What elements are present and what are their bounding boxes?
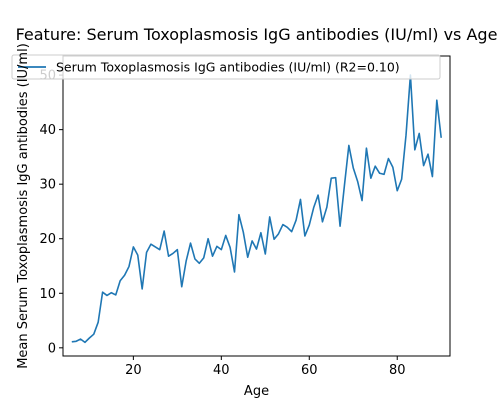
y-tick-label: 40 — [39, 123, 56, 138]
y-tick-label: 20 — [39, 232, 56, 247]
legend: Serum Toxoplasmosis IgG antibodies (IU/m… — [11, 54, 441, 80]
y-tick-label: 10 — [39, 287, 56, 302]
x-axis: 20 40 60 80 — [125, 356, 406, 378]
x-tick-label: 20 — [125, 363, 142, 378]
y-tick-label: 30 — [39, 178, 56, 193]
x-tick-label: 40 — [213, 363, 230, 378]
x-axis-label: Age — [244, 384, 269, 399]
series-line — [71, 74, 442, 344]
series-layer — [71, 74, 442, 344]
y-axis-label: Mean Serum Toxoplasmosis IgG antibodies … — [16, 43, 31, 369]
x-tick-label: 60 — [301, 363, 318, 378]
chart-title: Feature: Serum Toxoplasmosis IgG antibod… — [16, 25, 498, 44]
y-axis: 01020304050 — [39, 69, 63, 356]
y-tick-label: 0 — [48, 341, 56, 356]
legend-box — [11, 54, 441, 80]
plot-area — [63, 56, 450, 356]
x-tick-label: 80 — [389, 363, 406, 378]
legend-label: Serum Toxoplasmosis IgG antibodies (IU/m… — [56, 60, 400, 75]
